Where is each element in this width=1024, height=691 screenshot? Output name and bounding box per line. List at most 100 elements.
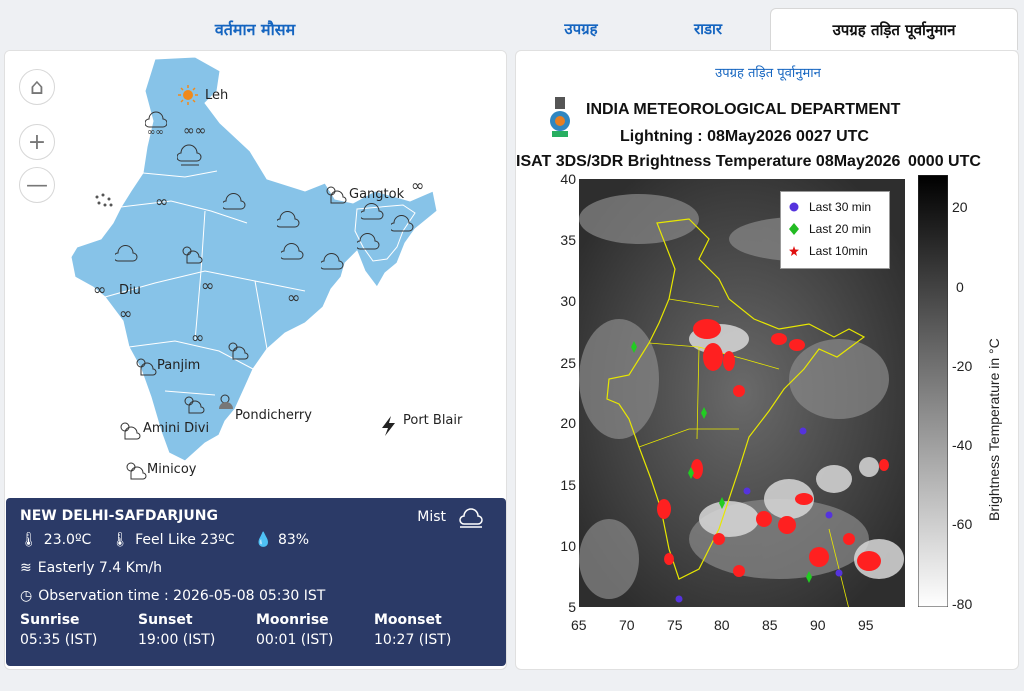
temperature-value: 23.0ºC [43, 532, 92, 548]
zoom-out-button[interactable]: — [19, 167, 55, 203]
station-name: NEW DELHI-SAFDARJUNG [20, 508, 218, 524]
partly-cloudy-icon[interactable] [225, 339, 249, 361]
sunset-label: Sunset [138, 612, 193, 628]
mist-icon[interactable]: ∞ [119, 305, 143, 321]
tab-satellite-lightning[interactable]: उपग्रह तड़ित पूर्वानुमान [770, 8, 1018, 50]
mist-icon[interactable]: ∞ [93, 281, 117, 297]
imd-title: INDIA METEOROLOGICAL DEPARTMENT [586, 101, 901, 118]
legend-label: Last 10min [809, 244, 868, 258]
green-diamond-icon [789, 223, 799, 235]
mist-icon[interactable]: ∞ [201, 277, 225, 293]
lightning-subtitle: उपग्रह तड़ित पूर्वानुमान [715, 66, 821, 81]
svg-text:∞∞: ∞∞ [147, 127, 164, 135]
temperature-row: 🌡 23.0ºC 🌡 Feel Like 23ºC 💧 83% [20, 532, 309, 548]
cloud-icon[interactable] [321, 251, 345, 273]
svg-text:∞: ∞ [191, 329, 204, 345]
condition-label: Mist [417, 509, 446, 525]
svg-text:∞: ∞ [155, 193, 168, 209]
feel-like-value: Feel Like 23ºC [135, 532, 235, 548]
city-label-port-blair[interactable]: Port Blair [403, 413, 463, 428]
cloud-icon[interactable] [357, 231, 387, 257]
partly-cloudy-icon[interactable] [123, 459, 147, 481]
mist-cloud-icon [459, 508, 483, 528]
y-tick-label: 5 [568, 599, 576, 615]
colorbar-tick-label: 20 [952, 199, 968, 215]
india-weather-map[interactable]: ⌂ + — ∞∞ ∞∞ ∞ ∞ ∞ ∞ ∞ ∞ ∞ Leh Gangto [5, 51, 506, 496]
cloud-icon[interactable] [361, 201, 391, 231]
moonset-block: Moonset 10:27 (IST) [374, 612, 451, 648]
partly-cloudy-icon[interactable] [323, 183, 347, 205]
partly-cloudy-icon[interactable] [117, 419, 141, 441]
tab-satellite[interactable]: उपग्रह [564, 20, 598, 38]
sunrise-label: Sunrise [20, 612, 80, 628]
cloud-icon[interactable] [115, 243, 139, 265]
mist-icon[interactable]: ∞ [411, 177, 435, 193]
humidity-value: 83% [277, 532, 310, 548]
legend-label: Last 30 min [809, 200, 872, 214]
city-label-gangtok[interactable]: Gangtok [349, 187, 405, 202]
partly-cloudy-icon[interactable] [181, 393, 205, 415]
legend-row: Last 20 min [789, 222, 871, 236]
moonset-value: 10:27 (IST) [374, 632, 452, 648]
y-tick-label: 20 [560, 415, 576, 431]
purple-dot-icon [789, 202, 799, 212]
mist-icon[interactable]: ∞ [287, 289, 311, 305]
lightning-icon[interactable] [379, 415, 399, 437]
cloud-icon[interactable] [391, 213, 421, 243]
y-tick-label: 40 [560, 171, 576, 187]
cloud-icon[interactable] [281, 241, 305, 263]
zoom-in-button[interactable]: + [19, 124, 55, 160]
mist-icon[interactable]: ∞ [155, 193, 181, 209]
x-tick-label: 75 [667, 617, 683, 633]
partly-cloudy-icon[interactable] [133, 355, 157, 377]
insat-caption-time: 0000 UTC [908, 153, 981, 170]
moonset-label: Moonset [374, 612, 442, 628]
legend-row: Last 10min [789, 244, 868, 258]
city-label-minicoy[interactable]: Minicoy [147, 462, 197, 477]
dust-icon[interactable] [93, 191, 117, 211]
y-tick-label: 10 [560, 538, 576, 554]
y-tick-label: 15 [560, 477, 576, 493]
city-label-panjim[interactable]: Panjim [157, 358, 201, 373]
mist-icon[interactable]: ∞ [191, 329, 215, 345]
sun-icon[interactable] [178, 85, 198, 105]
moonrise-value: 00:01 (IST) [256, 632, 334, 648]
colorbar-tick-label: -80 [952, 596, 973, 612]
wind-row: ≋ Easterly 7.4 Km/h [20, 560, 162, 576]
x-tick-label: 90 [810, 617, 826, 633]
partly-cloudy-icon[interactable] [179, 243, 203, 265]
sunset-value: 19:00 (IST) [138, 632, 216, 648]
cloud-icon[interactable] [223, 191, 247, 211]
home-button[interactable]: ⌂ [19, 69, 55, 105]
red-star-icon [789, 246, 799, 256]
station-weather-card: NEW DELHI-SAFDARJUNG Mist 🌡 23.0ºC 🌡 Fee… [6, 498, 506, 666]
legend-row: Last 30 min [789, 200, 871, 214]
svg-text:∞: ∞ [411, 177, 424, 193]
lightning-panel: उपग्रह तड़ित पूर्वानुमान INDIA METEOROLO… [515, 50, 1019, 670]
colorbar-tick-label: 0 [956, 279, 964, 295]
city-label-amini-divi[interactable]: Amini Divi [143, 421, 210, 436]
city-label-leh[interactable]: Leh [205, 88, 229, 103]
tab-radar[interactable]: राडार [693, 20, 723, 38]
colorbar-tick-label: -40 [952, 437, 973, 453]
humidity-drop-icon: 💧 [254, 532, 272, 548]
city-label-pondicherry[interactable]: Pondicherry [235, 408, 312, 423]
lightning-time: Lightning : 08May2026 0027 UTC [620, 128, 869, 145]
x-tick-label: 85 [762, 617, 778, 633]
partly-cloudy-mist-icon[interactable]: ∞∞ [145, 109, 167, 135]
svg-text:∞: ∞ [93, 281, 106, 297]
haze-icon[interactable]: ∞∞ [183, 123, 205, 137]
cloud-icon[interactable] [277, 209, 301, 231]
thunder-cloud-icon[interactable] [215, 391, 239, 415]
x-tick-label: 65 [571, 617, 587, 633]
brightness-color-bar [918, 175, 948, 607]
x-tick-label: 70 [619, 617, 635, 633]
current-weather-title: वर्तमान मौसम [214, 20, 296, 39]
y-tick-label: 35 [560, 232, 576, 248]
sunrise-block: Sunrise 05:35 (IST) [20, 612, 97, 648]
insat-caption: ISAT 3DS/3DR Brightness Temperature 08Ma… [516, 153, 901, 170]
sunset-block: Sunset 19:00 (IST) [138, 612, 215, 648]
cloudy-icon[interactable] [177, 141, 203, 169]
legend-label: Last 20 min [809, 222, 872, 236]
city-label-diu[interactable]: Diu [119, 283, 141, 298]
